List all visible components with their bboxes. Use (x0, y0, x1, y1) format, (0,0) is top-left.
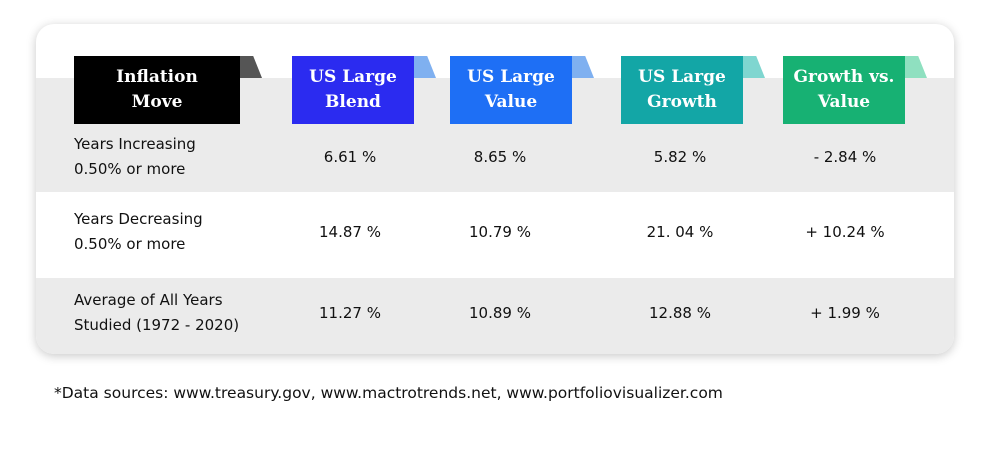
header-cell: US Large Growth (621, 56, 743, 124)
footnote: *Data sources: www.treasury.gov, www.mac… (54, 384, 723, 402)
table-card: Inflation Move US Large Blend US Large V… (36, 24, 954, 354)
header-cell: Inflation Move (74, 56, 240, 124)
cell-value: 10.79 % (469, 223, 531, 241)
fold (240, 56, 262, 78)
cell-value: 5.82 % (653, 148, 707, 166)
fold (414, 56, 436, 78)
cell-value: 6.61 % (323, 148, 377, 166)
cell-value: 11.27 % (319, 304, 381, 322)
fold (743, 56, 765, 78)
row-label: Average of All Years Studied (1972 - 202… (74, 291, 240, 334)
cell-value: 14.87 % (319, 223, 381, 241)
cell-value: + 1.99 % (810, 304, 880, 322)
cell-value: 21. 04 % (646, 223, 714, 241)
header-cell: US Large Value (450, 56, 572, 124)
header-cell: US Large Blend (292, 56, 414, 124)
cell-value: 8.65 % (473, 148, 527, 166)
fold (572, 56, 594, 78)
cell-value: + 10.24 % (805, 223, 885, 241)
row-label: Years Decreasing 0.50% or more (74, 210, 203, 253)
fold (905, 56, 927, 78)
cell-value: - 2.84 % (813, 148, 877, 166)
header-cell: Growth vs. Value (783, 56, 905, 124)
row-label: Years Increasing 0.50% or more (74, 135, 196, 178)
cell-value: 10.89 % (469, 304, 531, 322)
row-band (36, 278, 954, 354)
cell-value: 12.88 % (649, 304, 711, 322)
